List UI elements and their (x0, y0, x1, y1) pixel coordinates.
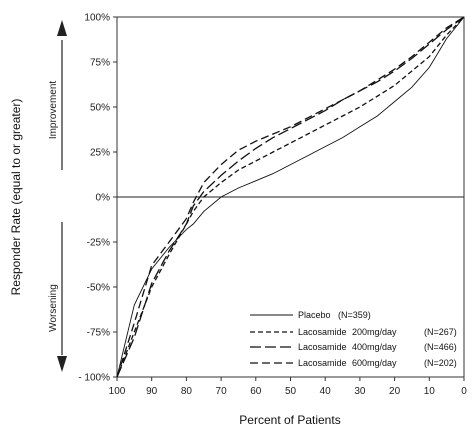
y-tick-label: 50% (90, 103, 110, 114)
legend-entry-dose: 200mg/day (352, 327, 397, 337)
x-tick-label: 0 (461, 386, 467, 397)
legend-entry-n: (N=267) (424, 327, 457, 337)
legend-entry-n: (N=359) (338, 310, 371, 320)
y-axis-title: Responder Rate (equal to or greater) (9, 99, 23, 296)
x-axis-title: Percent of Patients (239, 413, 340, 427)
legend-entry-dose: 600mg/day (352, 358, 397, 368)
legend-entry-name: Lacosamide (298, 342, 347, 352)
y-tick-label: - 100% (78, 373, 110, 384)
series-line-2 (116, 16, 465, 378)
legend: Placebo (N=359) Lacosamide 200mg/day (N=267)… (250, 310, 457, 368)
y-tick-label: -50% (87, 283, 110, 294)
x-tick-label: 10 (424, 386, 436, 397)
x-tick-label: 40 (320, 386, 332, 397)
y-tick-label: 100% (84, 13, 110, 24)
x-tick-label: 70 (216, 386, 228, 397)
legend-entry-name: Lacosamide (298, 327, 347, 337)
x-tick-label: 50 (285, 386, 297, 397)
x-tick-label: 30 (354, 386, 366, 397)
legend-entry-n: (N=202) (424, 358, 457, 368)
improvement-arrow (57, 20, 67, 170)
series-line-3 (116, 16, 465, 378)
worsening-label: Worsening (48, 284, 59, 332)
x-tick-label: 80 (181, 386, 193, 397)
x-tick-label: 20 (389, 386, 401, 397)
worsening-arrow (57, 222, 67, 372)
y-tick-label: -25% (87, 238, 110, 249)
x-axis-ticks: 100 90 80 70 60 50 40 30 20 10 0 (109, 377, 467, 397)
x-tick-label: 100 (109, 386, 126, 397)
legend-entry-n: (N=466) (424, 342, 457, 352)
legend-entry-name: Lacosamide (298, 358, 347, 368)
y-tick-label: -75% (87, 328, 110, 339)
x-tick-label: 90 (146, 386, 158, 397)
series-lines (116, 16, 465, 378)
series-line-4 (116, 16, 465, 378)
y-tick-label: 0% (96, 193, 111, 204)
y-tick-label: 75% (90, 58, 110, 69)
y-tick-label: 25% (90, 148, 110, 159)
x-tick-label: 60 (250, 386, 262, 397)
legend-entry-name: Placebo (298, 310, 331, 320)
legend-entry-dose: 400mg/day (352, 342, 397, 352)
improvement-label: Improvement (48, 81, 59, 140)
y-axis-ticks: 100% 75% 50% 25% 0% -25% -50% -75% - 100% (78, 13, 117, 384)
